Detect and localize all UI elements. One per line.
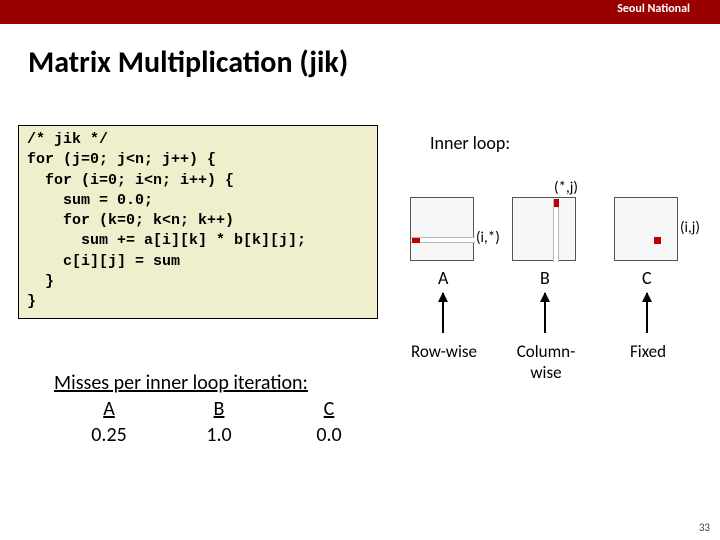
arrow-b [544,293,546,333]
matrix-a-row-stripe [411,237,475,243]
inner-loop-label: Inner loop: [430,132,510,154]
arrow-a [442,293,444,333]
arrow-c [646,293,648,333]
matrix-c-dot [654,237,661,244]
misses-col-c: C [274,396,384,422]
misses-title: Misses per inner loop iteration: [54,370,384,396]
matrix-c-caption: Fixed [600,341,696,362]
matrix-b-coord: (*,j) [554,179,578,197]
page-title: Matrix Multiplication (jik) [28,44,720,81]
matrix-a-label: A [438,267,448,289]
misses-val-a: 0.25 [54,422,164,448]
matrix-a-caption: Row-wise [396,341,492,362]
matrix-c [614,197,678,261]
matrix-b-dot [554,199,559,207]
matrix-c-label: C [642,267,652,289]
matrix-a-coord: (i,*) [476,229,500,247]
misses-val-c: 0.0 [274,422,384,448]
matrix-a-dot [412,238,420,243]
matrix-b-col-stripe [553,198,559,262]
matrix-b-caption: Column-wise [498,341,594,383]
matrix-b-label: B [540,267,550,289]
code-block: /* jik */for (j=0; j<n; j++) { for (i=0;… [18,125,378,319]
misses-header-row: A B C [54,396,384,422]
page-number: 33 [699,521,710,534]
header-bar: Seoul National [0,0,720,24]
matrix-diagram: (i,*) (*,j) (i,j) A B C Row-wise Column-… [398,165,708,365]
matrix-a [410,197,474,261]
misses-col-a: A [54,396,164,422]
misses-col-b: B [164,396,274,422]
university-name: Seoul National [617,3,690,15]
misses-val-b: 1.0 [164,422,274,448]
misses-block: Misses per inner loop iteration: A B C 0… [54,370,384,448]
matrix-c-coord: (i,j) [680,219,700,237]
misses-value-row: 0.25 1.0 0.0 [54,422,384,448]
matrix-b [512,197,576,261]
university-line1: Seoul National [617,2,690,16]
